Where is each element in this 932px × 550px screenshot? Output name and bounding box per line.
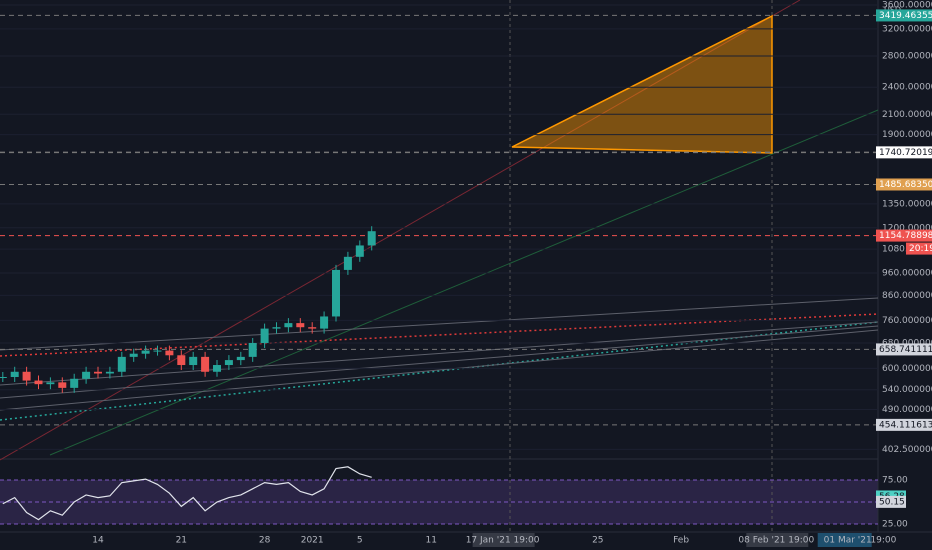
price-tag-text: 658.74111127 [879, 345, 932, 355]
time-label: 21 [176, 536, 187, 546]
price-tag [876, 178, 932, 191]
time-label: 01 Mar '21 [824, 536, 872, 546]
time-tag [746, 533, 809, 547]
trend-line [49, 109, 879, 456]
candle [343, 256, 352, 270]
candle [236, 356, 245, 361]
time-label: 2021 [301, 536, 324, 546]
rsi-label: 75.00 [882, 476, 908, 486]
candle [129, 353, 138, 357]
candle [272, 327, 281, 329]
candle [141, 350, 150, 354]
price-label: 1200.00000000 [882, 223, 932, 233]
candle [34, 380, 43, 385]
trend-line [0, 321, 879, 386]
price-label: 2100.00000000 [882, 110, 932, 120]
price-tag-text: 1740.72019375 [879, 148, 932, 158]
time-label: 17 Jan '21 19:00 [466, 536, 540, 546]
price-label: 1900.00000000 [882, 130, 932, 140]
candle [284, 323, 293, 328]
candle [308, 327, 317, 329]
rsi-line [2, 466, 372, 521]
candle [22, 371, 31, 381]
candle [320, 316, 329, 329]
countdown-tag [906, 242, 932, 255]
time-label: 14 [92, 536, 104, 546]
trend-line [0, 0, 801, 461]
candle [177, 355, 186, 366]
price-tag-text: 1154.78898453 [879, 231, 932, 241]
candle [94, 371, 102, 374]
time-label: 11 [425, 536, 436, 546]
price-label: 1350.00000000 [882, 199, 932, 209]
candle [46, 382, 55, 385]
price-tag-text: 1485.68350804 [879, 180, 932, 190]
candle [213, 365, 221, 372]
candle [0, 376, 7, 378]
candle [82, 371, 91, 379]
price-tag-text: 3419.46355352 [879, 11, 932, 21]
trend-line [0, 325, 879, 399]
price-tag-text: 454.11161345 [879, 420, 932, 430]
rsi-label: 25.00 [882, 520, 908, 530]
candle [117, 356, 126, 372]
time-label: 28 [259, 536, 271, 546]
candle [70, 378, 79, 388]
candle [224, 360, 233, 366]
time-tag [817, 533, 872, 547]
candle [10, 371, 19, 377]
candle [165, 350, 174, 356]
price-label: 3600.00000000 [882, 1, 932, 11]
candle [58, 382, 67, 388]
candle [367, 231, 376, 246]
candle [332, 269, 340, 317]
price-tag [876, 343, 932, 356]
time-label: 08 Feb '21 19:00 [738, 536, 814, 546]
price-label: 960.00000000 [882, 269, 932, 279]
candle [355, 245, 364, 257]
candle [105, 371, 114, 374]
time-label: Feb [673, 536, 689, 546]
price-tag [876, 9, 932, 22]
candle [153, 350, 162, 352]
countdown: 20:19 [909, 244, 932, 254]
time-label: 19:00 [870, 536, 896, 546]
price-tag [876, 418, 932, 431]
price-label: 402.50000000 [882, 445, 932, 455]
time-tag [472, 533, 535, 547]
price-label: 540.00000000 [882, 385, 932, 395]
rsi-tag-text: 50.15 [879, 497, 905, 507]
price-label: 2400.00000000 [882, 83, 932, 93]
price-tag [876, 229, 932, 242]
rsi-tag [876, 495, 906, 508]
price-label: 2800.00000000 [882, 51, 932, 61]
price-tag [876, 146, 932, 159]
price-label: 490.00000000 [882, 405, 932, 415]
candle [248, 342, 257, 357]
price-label: 760.00000000 [882, 316, 932, 326]
candle [260, 328, 269, 343]
price-label: 3200.00000000 [882, 24, 932, 34]
time-label: 25 [592, 536, 603, 546]
candle [201, 356, 210, 372]
candle [296, 323, 305, 328]
price-label: 600.00000000 [882, 364, 932, 374]
rsi-band [0, 480, 878, 524]
triangle-drawing [511, 14, 773, 154]
candle [189, 356, 198, 366]
trend-line [0, 297, 879, 351]
price-label: 860.00000000 [882, 291, 932, 301]
time-label: 5 [357, 536, 363, 546]
